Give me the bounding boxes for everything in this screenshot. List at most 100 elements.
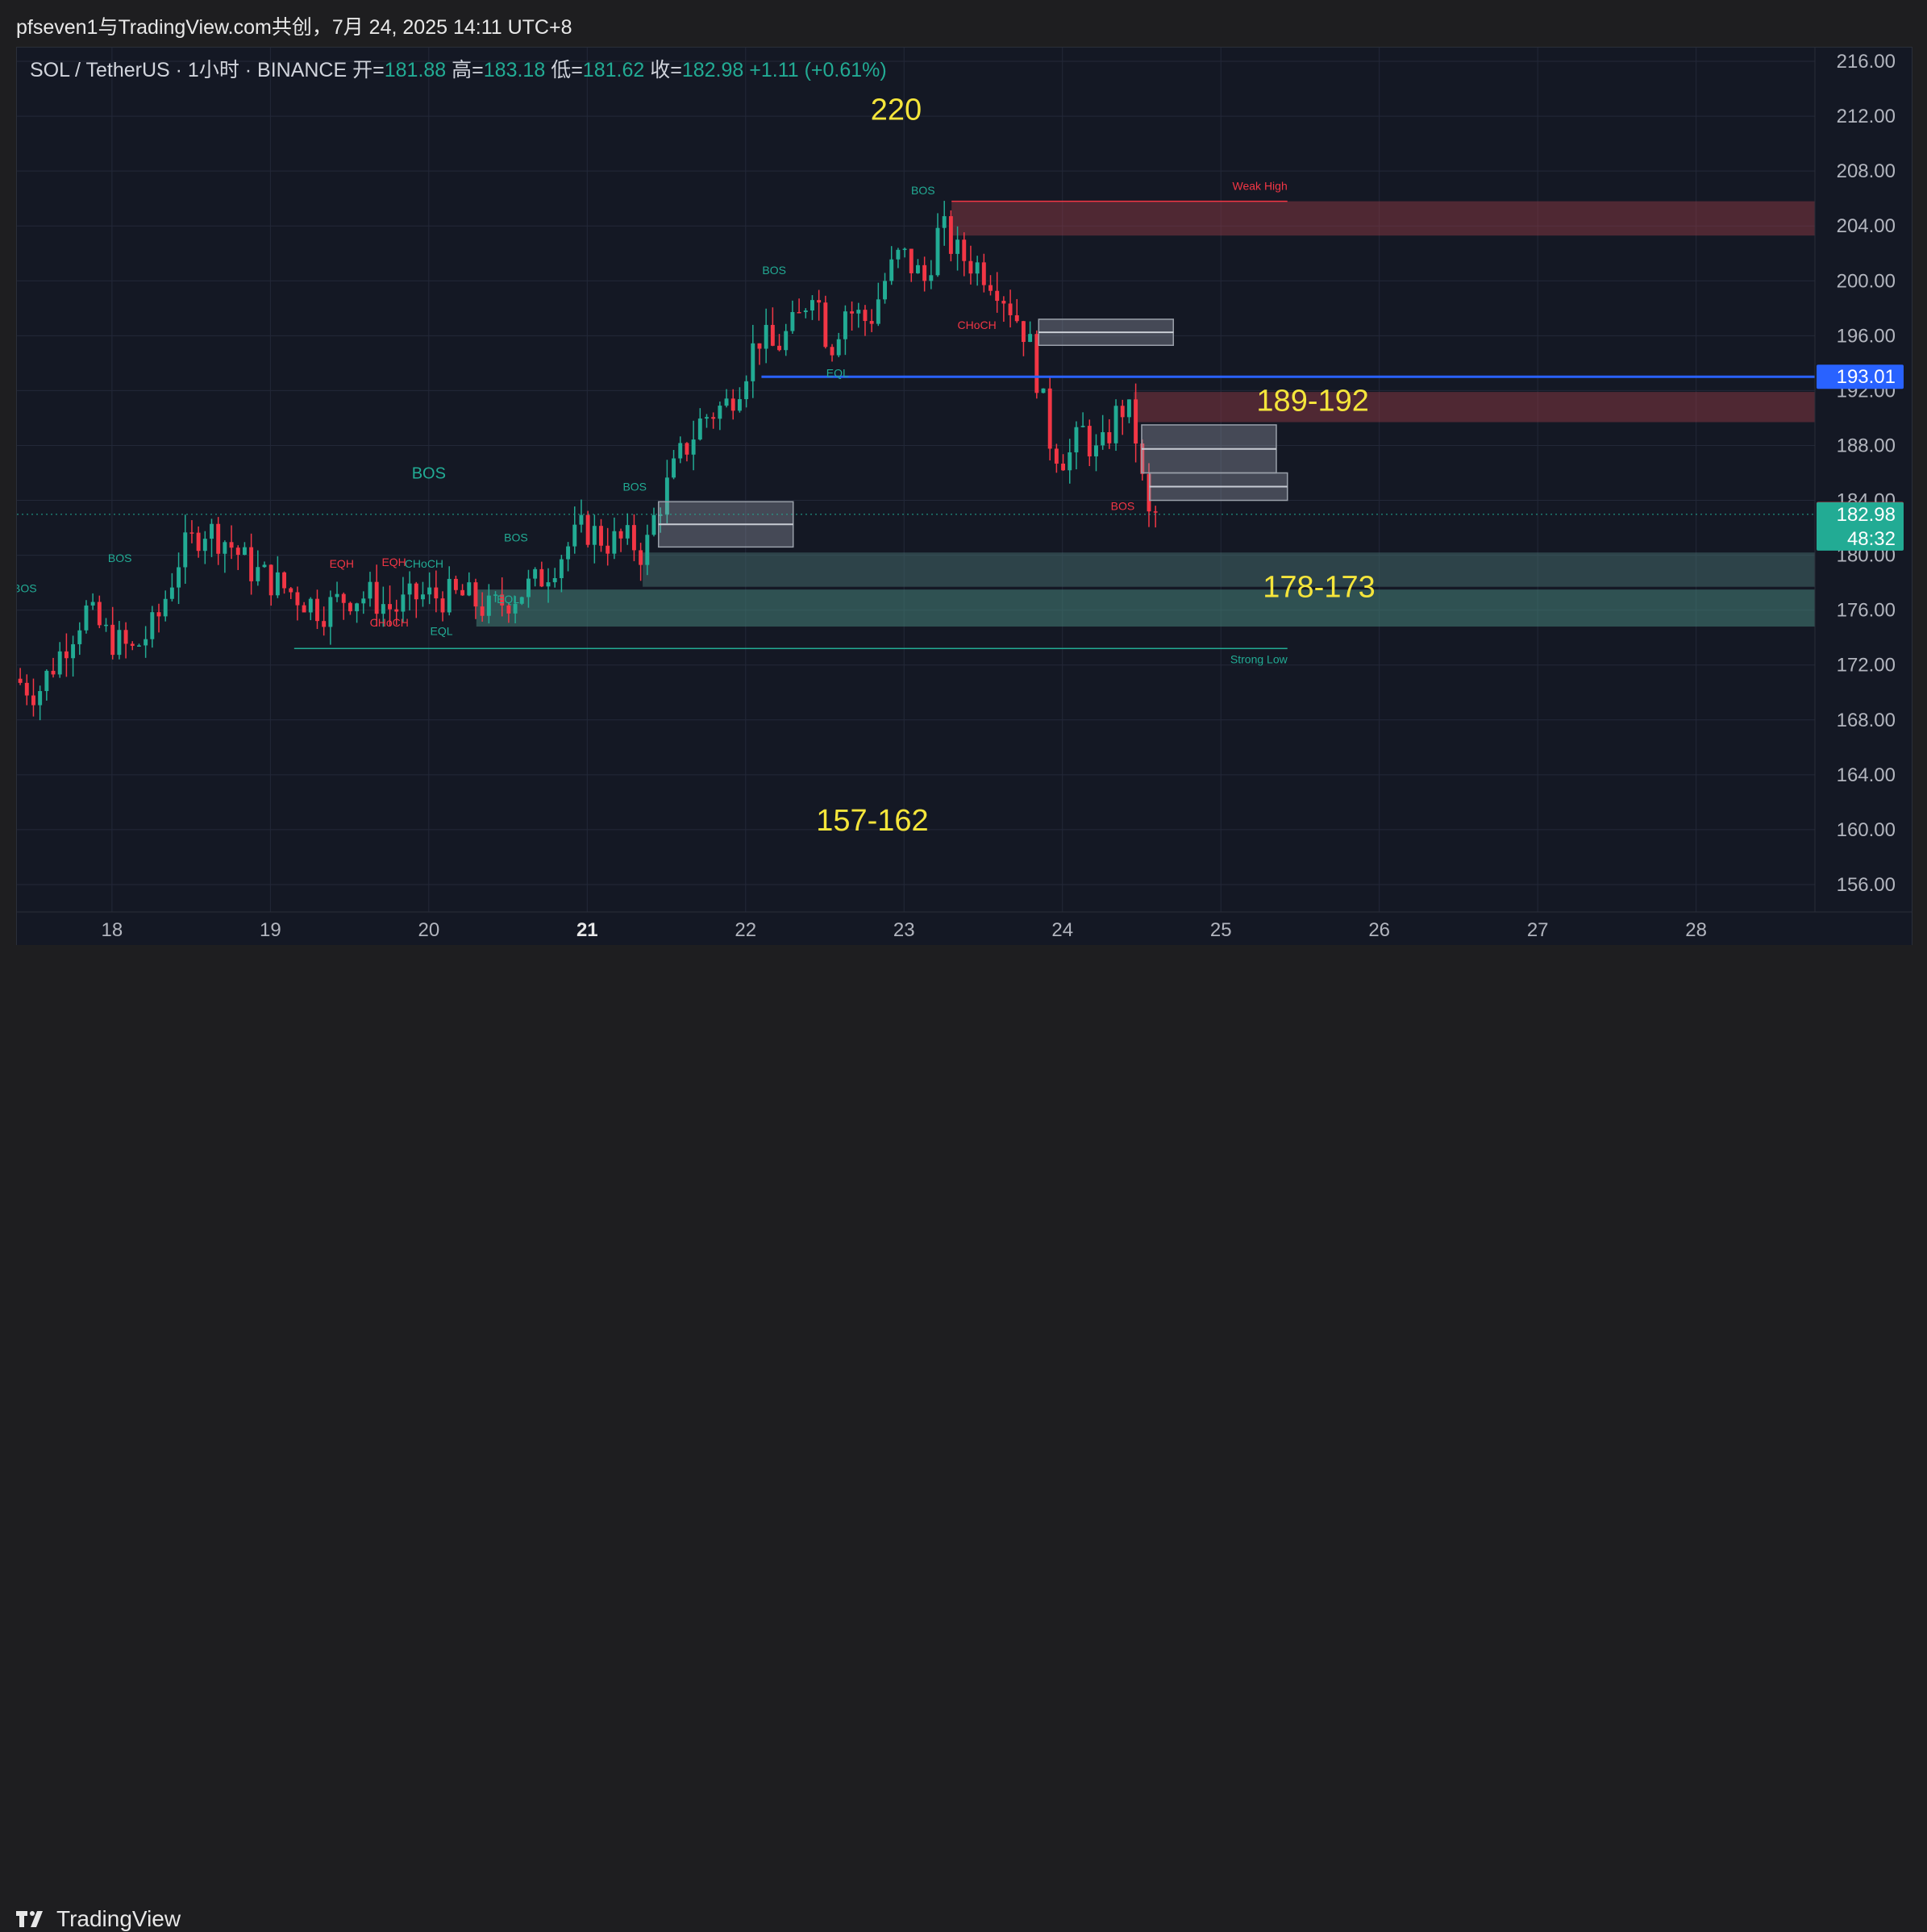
candle-body [612, 531, 617, 554]
candle-body [1113, 406, 1118, 443]
candle-body [1028, 334, 1033, 343]
candle-body [355, 603, 360, 612]
candle-body [183, 532, 188, 568]
low-label: 低= [551, 59, 583, 81]
x-tick-label: 27 [1527, 919, 1549, 941]
candle-body [1134, 399, 1138, 444]
price-target-annotation: 157-162 [816, 804, 928, 838]
structure-label: EQH [381, 556, 406, 568]
candle-body [850, 311, 855, 314]
structure-label: CHoCH [958, 319, 997, 331]
x-tick-label: 18 [102, 919, 123, 941]
x-tick-label: 26 [1368, 919, 1390, 941]
candle-body [1021, 321, 1026, 343]
candle-body [856, 310, 861, 314]
y-tick-label: 208.00 [1837, 160, 1896, 182]
candle-body [697, 418, 702, 440]
candle-body [757, 343, 762, 349]
candle-body [493, 594, 497, 596]
candle-body [579, 514, 584, 525]
close-label: 收= [650, 59, 682, 81]
candle-body [896, 249, 901, 260]
candle-body [77, 630, 82, 644]
structure-label: BOS [412, 464, 446, 482]
support-lower [476, 589, 1815, 627]
candle-body [592, 526, 597, 545]
candle-body [38, 691, 43, 706]
price-target-annotation: 220 [871, 94, 922, 127]
bottom-bar: TradingView [0, 945, 1927, 1931]
candle-body [368, 581, 372, 599]
candle-body [572, 524, 577, 547]
candle-body [526, 578, 531, 598]
y-tick-label: 164.00 [1837, 764, 1896, 786]
candle-body [513, 603, 518, 614]
candle-body [606, 545, 610, 554]
structure-label: BOS [17, 582, 37, 595]
candle-body [256, 567, 260, 581]
candle-body [1080, 426, 1085, 427]
candlestick-chart[interactable]: Weak High Strong Low BOS BOS BOS BOS BOS EQH EQH… [17, 48, 1912, 946]
price-badge [1817, 364, 1904, 389]
candle-body [31, 695, 35, 706]
candle-body [223, 542, 227, 554]
candle-body [664, 477, 669, 515]
candle-body [995, 290, 1000, 302]
candle-body [916, 264, 920, 273]
candle-body [506, 605, 511, 614]
candle-body [90, 602, 95, 606]
candle-body [169, 587, 174, 599]
candle-body [691, 439, 696, 455]
candle-body [1147, 473, 1151, 512]
chart-grid [17, 48, 1815, 912]
candle-body [486, 595, 491, 616]
candle-body [764, 324, 768, 349]
overlays-layer: Weak High Strong Low BOS BOS BOS BOS BOS EQH EQH… [17, 94, 1815, 838]
candle-body [1126, 399, 1131, 418]
structure-label: CHoCH [405, 557, 443, 570]
candle-body [467, 582, 472, 596]
candle-body [447, 578, 452, 613]
chart-panel[interactable]: Weak High Strong Low BOS BOS BOS BOS BOS EQH EQH… [16, 47, 1912, 947]
candle-body [639, 550, 643, 565]
candle-body [322, 621, 327, 627]
candle-body [407, 583, 412, 595]
y-tick-label: 188.00 [1837, 435, 1896, 456]
last-price-label: 182.98 [1837, 504, 1896, 526]
y-tick-label: 196.00 [1837, 325, 1896, 347]
candle-body [902, 248, 907, 251]
level-label: Strong Low [1230, 652, 1288, 665]
candle-body [136, 645, 141, 647]
candle-body [189, 532, 194, 534]
structure-label: EQL [826, 366, 849, 379]
candle-body [869, 321, 874, 324]
candle-body [909, 248, 914, 273]
candle-body [57, 651, 62, 675]
candle-body [110, 624, 115, 656]
candle-body [64, 651, 69, 659]
candle-body [968, 260, 973, 274]
ohlc-legend-text: SOL / TetherUS · 1小时 · BINANCE 开=181.88 … [30, 59, 887, 81]
candle-body [275, 572, 280, 596]
candle-body [361, 598, 366, 604]
y-tick-label: 204.00 [1837, 215, 1896, 237]
tradingview-brand[interactable]: TradingView [16, 1906, 181, 1932]
candle-body [790, 312, 795, 331]
candle-body [427, 587, 432, 595]
candle-body [460, 589, 465, 596]
x-tick-label: 28 [1685, 919, 1707, 941]
symbol-label: SOL / TetherUS · 1小时 · BINANCE [30, 59, 352, 81]
y-tick-label: 160.00 [1837, 819, 1896, 841]
level-label: Weak High [1233, 180, 1288, 193]
candle-body [144, 639, 148, 646]
candle-body [335, 593, 339, 598]
candle-body [803, 310, 808, 313]
candle-body [268, 564, 273, 596]
candle-body [955, 239, 960, 254]
countdown-label: 48:32 [1847, 528, 1896, 550]
candle-body [817, 300, 822, 303]
zones-layer [476, 201, 1815, 627]
candle-body [1140, 443, 1145, 474]
candle-body [341, 593, 346, 603]
price-target-annotation: 178-173 [1263, 571, 1375, 605]
